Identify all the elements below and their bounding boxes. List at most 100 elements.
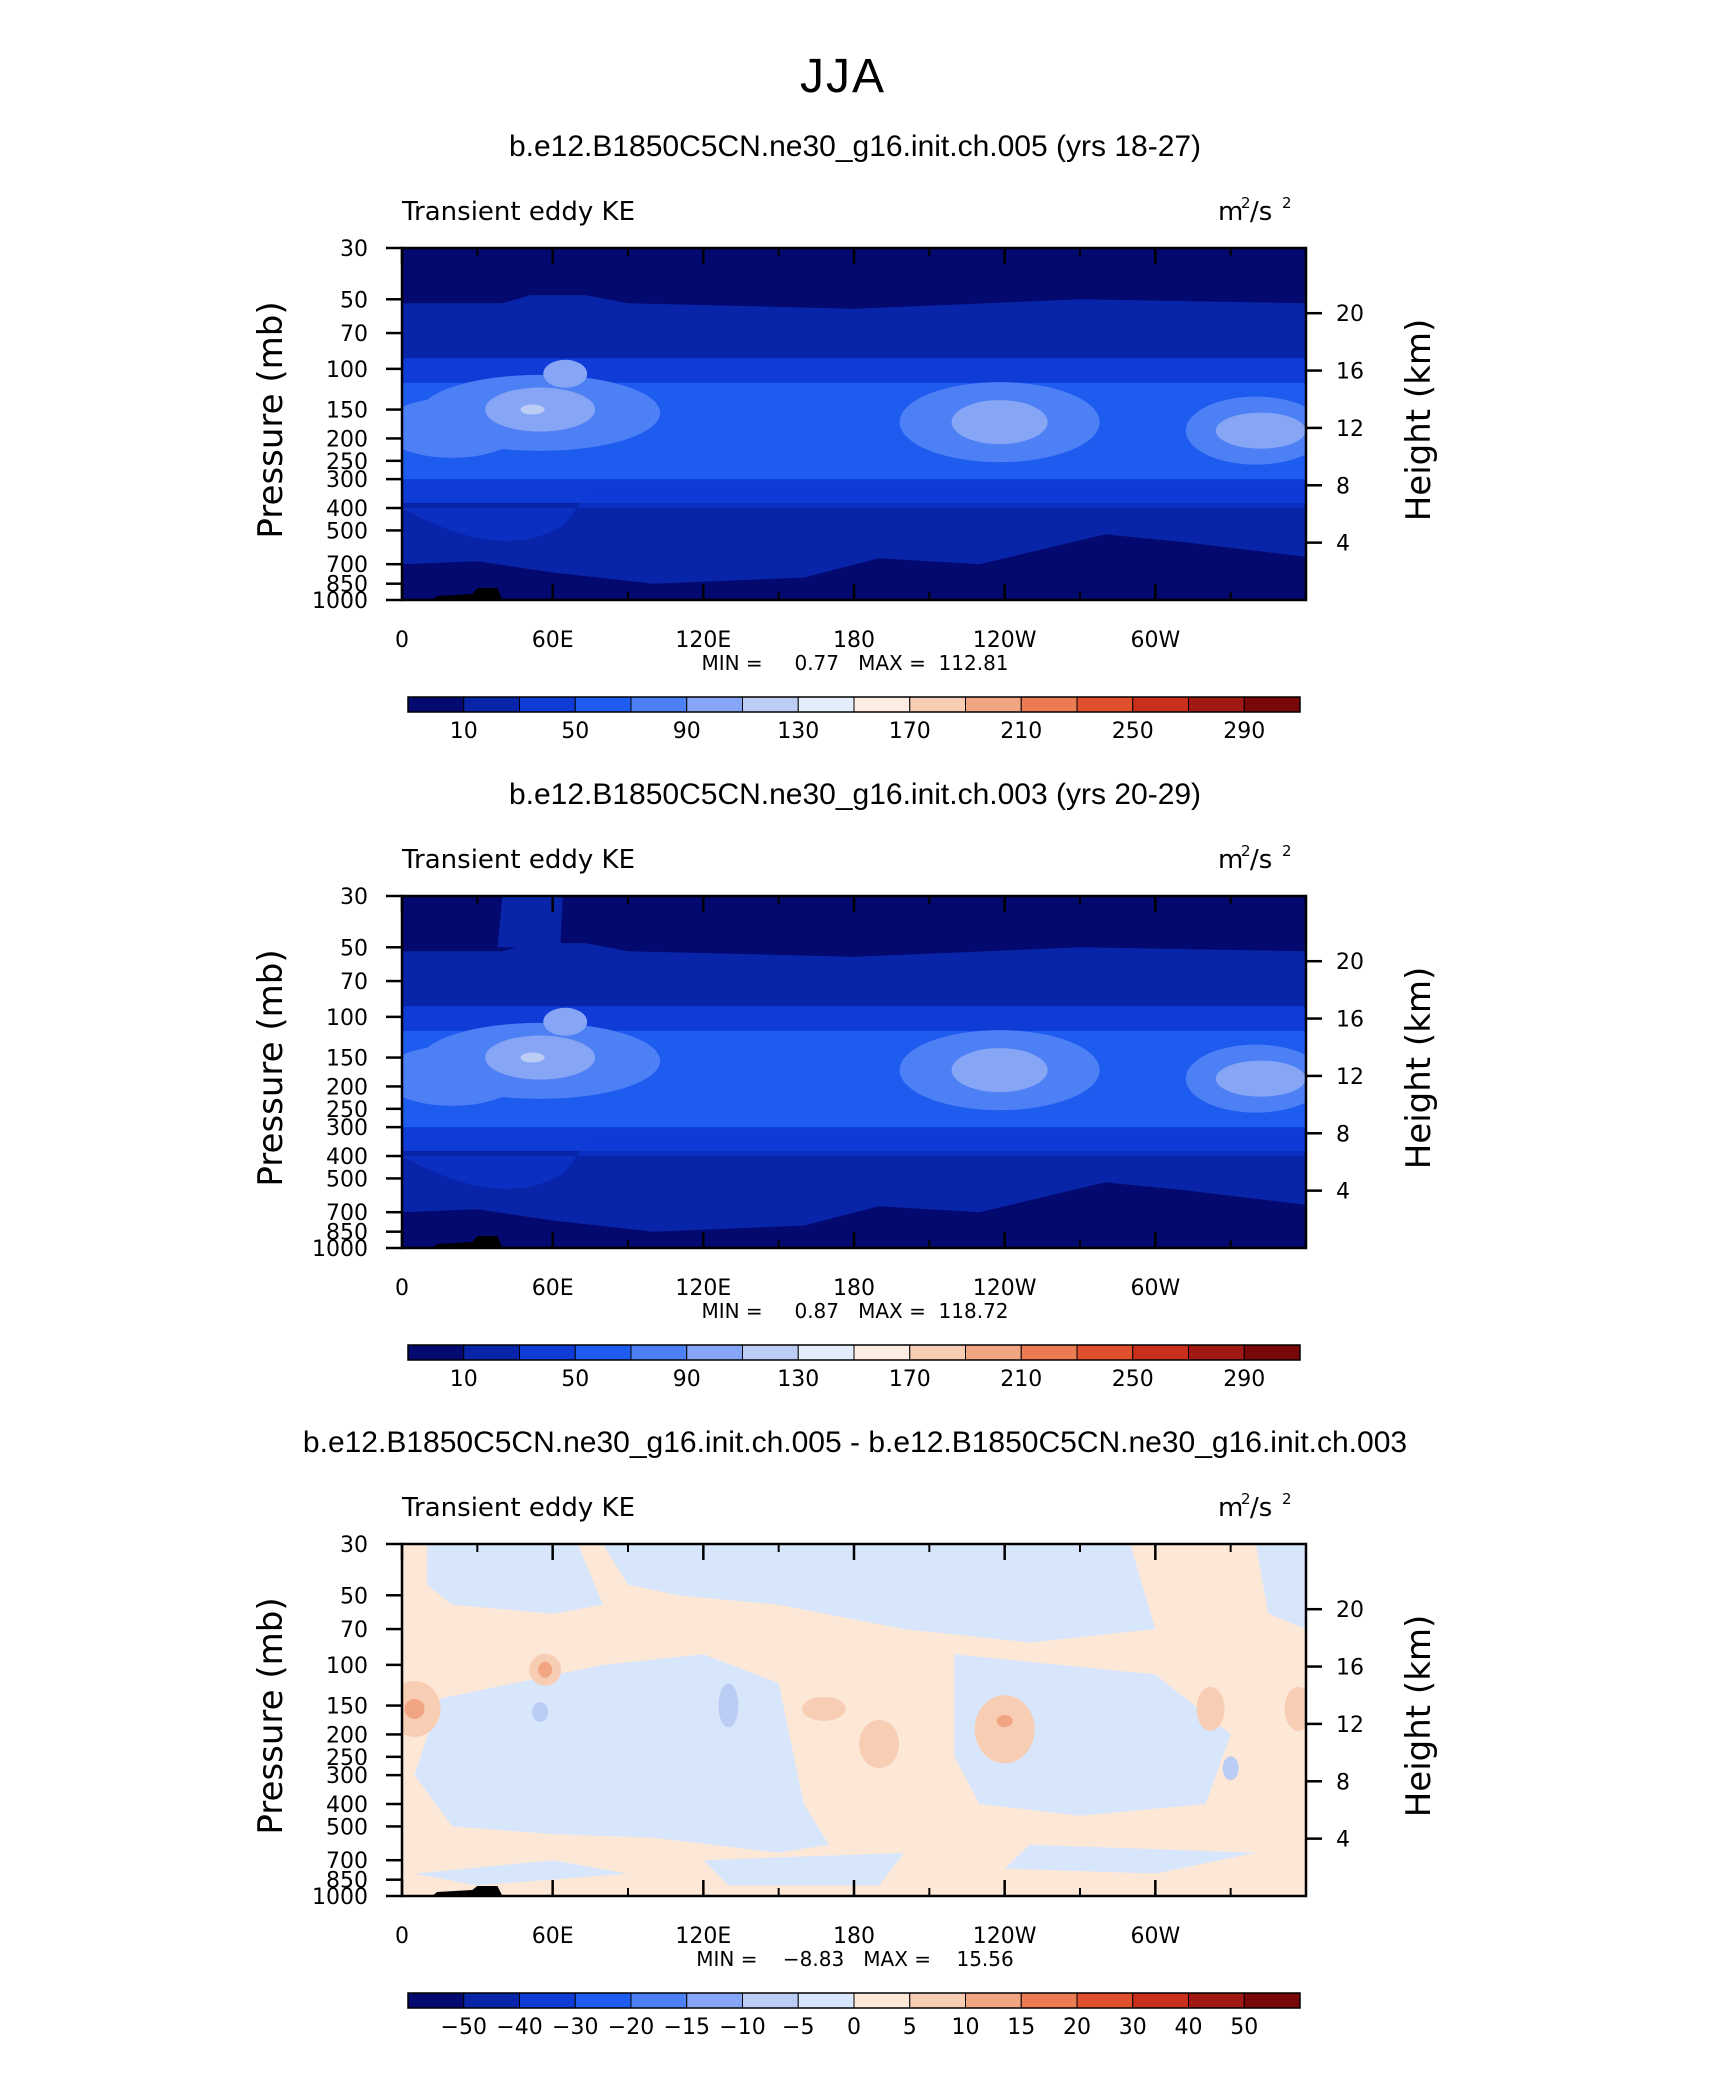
contour-band xyxy=(974,1695,1035,1764)
contour-band xyxy=(543,1007,588,1036)
x-tick-label: 120E xyxy=(675,628,731,653)
colorbar-swatch xyxy=(1132,1992,1189,2009)
x-tick-label: 60E xyxy=(532,628,574,653)
y-tick-label: 850 xyxy=(326,1221,368,1246)
colorbar-swatch xyxy=(853,696,911,713)
units-mid: /s xyxy=(1250,845,1272,875)
colorbar-label: 15 xyxy=(1007,2015,1035,2040)
colorbar-label: 250 xyxy=(1112,1367,1154,1392)
y-tick-label: 30 xyxy=(340,885,368,910)
colorbar-swatch xyxy=(407,1992,465,2009)
contour-band xyxy=(1215,1060,1306,1097)
colorbar-label: 210 xyxy=(1000,1367,1042,1392)
colorbar-swatch xyxy=(1020,1344,1078,1361)
contour-band xyxy=(404,1698,425,1719)
x-tick-label: 120W xyxy=(973,1276,1037,1301)
colorbar-swatch xyxy=(1188,696,1245,713)
colorbar-swatch xyxy=(630,1344,688,1361)
colorbar-frame xyxy=(407,1344,1301,1361)
y-tick-label: 70 xyxy=(340,970,368,995)
colorbar-frame xyxy=(407,696,1301,713)
contour-band xyxy=(859,1720,900,1769)
colorbar-swatch xyxy=(965,1992,1022,2009)
colorbar-label: −5 xyxy=(782,2015,814,2040)
y-tick-label: 200 xyxy=(326,1075,368,1100)
y-right-tick-label: 12 xyxy=(1336,1713,1364,1738)
colorbar-label: 90 xyxy=(673,719,701,744)
y-axis-label: Pressure (mb) xyxy=(251,301,291,538)
colorbar-label: 10 xyxy=(450,1367,478,1392)
y-right-tick-label: 4 xyxy=(1336,1828,1350,1853)
y-tick-label: 250 xyxy=(326,450,368,475)
colorbar-swatch xyxy=(1076,1344,1134,1361)
contour-band xyxy=(520,1052,545,1063)
panel-title: b.e12.B1850C5CN.ne30_g16.init.ch.005 (yr… xyxy=(509,130,1201,163)
x-tick-label: 60W xyxy=(1130,628,1180,653)
left-label: Transient eddy KE xyxy=(401,845,635,875)
colorbar-swatch xyxy=(686,1992,743,2009)
colorbar-swatch xyxy=(463,1992,520,2009)
contour-band xyxy=(951,400,1048,445)
colorbar-swatch xyxy=(1243,1344,1301,1361)
y-tick-label: 30 xyxy=(340,237,368,262)
colorbar-swatch xyxy=(742,1992,799,2009)
x-tick-label: 60W xyxy=(1130,1924,1180,1949)
y-right-tick-label: 20 xyxy=(1336,1598,1364,1623)
min-max-stats: MIN = 0.87 MAX = 118.72 xyxy=(701,1299,1008,1323)
y-tick-label: 700 xyxy=(326,553,368,578)
x-tick-label: 60W xyxy=(1130,1276,1180,1301)
units-exp: 2 xyxy=(1241,1490,1251,1508)
colorbar-swatch xyxy=(797,1992,855,2009)
colorbar-frame xyxy=(407,1992,1301,2009)
contour-band xyxy=(1284,1686,1306,1731)
y-tick-label: 100 xyxy=(326,1006,368,1031)
y-right-tick-label: 20 xyxy=(1336,302,1364,327)
contour-band xyxy=(532,1702,549,1723)
colorbar-swatch xyxy=(853,1344,911,1361)
colorbar-swatch xyxy=(519,696,576,713)
topography xyxy=(432,1236,503,1248)
y-tick-label: 150 xyxy=(326,1047,368,1072)
colorbar-swatch xyxy=(519,1992,576,2009)
y-tick-label: 50 xyxy=(340,1584,368,1609)
y-tick-label: 400 xyxy=(326,1145,368,1170)
x-tick-label: 60E xyxy=(532,1276,574,1301)
y-tick-label: 200 xyxy=(326,1723,368,1748)
colorbar-swatch xyxy=(909,1344,966,1361)
x-tick-label: 120W xyxy=(973,628,1037,653)
y-tick-label: 70 xyxy=(340,322,368,347)
colorbar-swatch xyxy=(686,1344,743,1361)
units-exp: 2 xyxy=(1241,194,1251,212)
colorbar-swatch xyxy=(853,1992,911,2009)
contour-band xyxy=(427,1544,603,1614)
y-right-tick-label: 16 xyxy=(1336,1656,1364,1681)
colorbar-label: −10 xyxy=(719,2015,765,2040)
colorbar-swatch xyxy=(1076,1992,1134,2009)
colorbar-swatch xyxy=(1020,696,1078,713)
colorbar-swatch xyxy=(1132,1344,1189,1361)
y-tick-label: 100 xyxy=(326,358,368,383)
units-base: m xyxy=(1218,197,1243,227)
y-right-tick-label: 16 xyxy=(1336,360,1364,385)
y-right-tick-label: 8 xyxy=(1336,474,1350,499)
y-tick-label: 400 xyxy=(326,497,368,522)
contour-band xyxy=(801,1696,846,1721)
contour-band xyxy=(538,1661,553,1678)
x-tick-label: 120W xyxy=(973,1924,1037,1949)
panel-title: b.e12.B1850C5CN.ne30_g16.init.ch.003 (yr… xyxy=(509,778,1201,811)
contour-band xyxy=(996,1715,1013,1728)
y-tick-label: 500 xyxy=(326,1167,368,1192)
colorbar-swatch xyxy=(407,1344,465,1361)
contour-band xyxy=(1222,1756,1239,1781)
colorbar-swatch xyxy=(797,696,855,713)
contour-band xyxy=(703,1852,905,1886)
units-mid: /s xyxy=(1250,197,1272,227)
contour-band xyxy=(1255,1544,1306,1630)
y-tick-label: 1000 xyxy=(312,589,368,614)
y-tick-label: 300 xyxy=(326,1116,368,1141)
y-tick-label: 1000 xyxy=(312,1885,368,1910)
y-tick-label: 300 xyxy=(326,468,368,493)
colorbar-label: 50 xyxy=(1230,2015,1258,2040)
colorbar-swatch xyxy=(1243,1992,1301,2009)
